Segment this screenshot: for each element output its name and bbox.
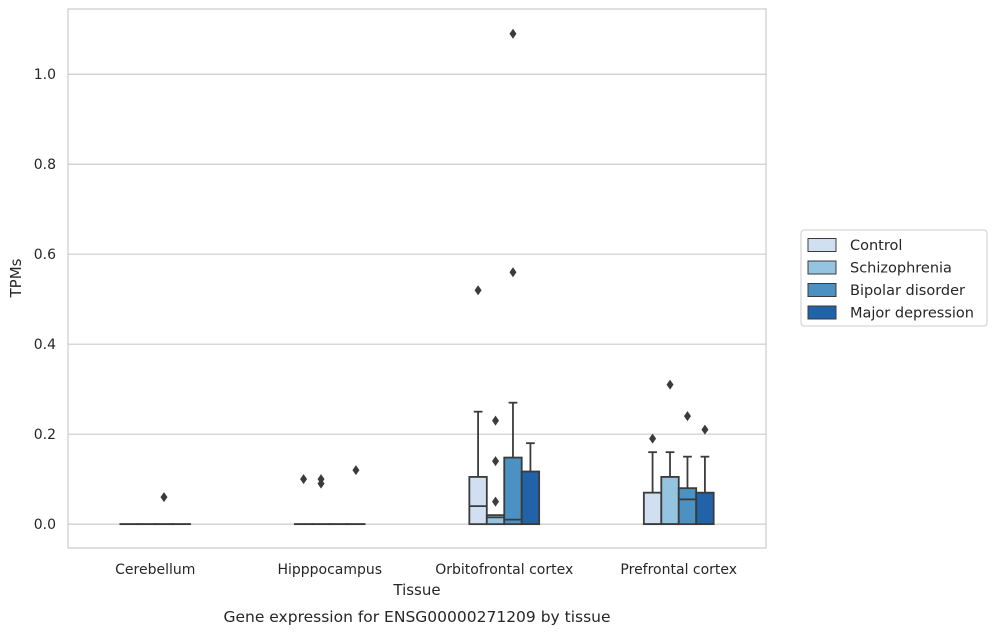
outlier-point — [666, 379, 674, 390]
box-control — [293, 474, 314, 526]
box-body — [520, 470, 541, 526]
legend-label: Major depression — [850, 306, 974, 322]
outlier-point — [492, 415, 500, 426]
box-control — [468, 285, 488, 526]
y-tick-label: 0.2 — [34, 427, 56, 443]
outlier-point — [509, 267, 517, 278]
box-control — [642, 433, 663, 526]
outlier-point — [649, 433, 657, 444]
outlier-point — [317, 478, 325, 489]
box-body — [468, 476, 488, 526]
outlier-point — [474, 285, 482, 296]
box-bipolar-disorder — [677, 411, 698, 526]
outlier-point — [492, 496, 500, 507]
y-tick-label: 0.4 — [34, 337, 56, 353]
x-tick-label: Hipppocampus — [277, 562, 382, 578]
outlier-point — [300, 474, 308, 485]
box-body — [695, 491, 715, 526]
y-tick-label: 0.8 — [34, 157, 56, 173]
y-axis-ticks: 0.0 0.2 0.4 0.6 0.8 1.0 — [34, 67, 56, 533]
legend-items: Control Schizophrenia Bipolar disorder Majo… — [807, 238, 974, 322]
box-major-depression — [520, 442, 541, 526]
outlier-point — [509, 28, 517, 39]
legend: Control Schizophrenia Bipolar disorder Majo… — [800, 229, 988, 327]
box-schizophrenia — [311, 474, 331, 526]
box-major-depression — [695, 424, 715, 526]
box-bipolar-disorder — [503, 28, 523, 526]
legend-label: Bipolar disorder — [850, 283, 965, 299]
chart-caption: Gene expression for ENSG00000271209 by t… — [223, 608, 610, 626]
box-body — [660, 476, 680, 526]
y-tick-label: 1.0 — [34, 67, 56, 83]
legend-label: Schizophrenia — [850, 261, 952, 277]
outlier-point — [492, 456, 500, 467]
x-tick-label: Prefrontal cortex — [620, 562, 737, 578]
x-tick-label: Orbitofrontal cortex — [435, 562, 573, 578]
box-body — [677, 487, 698, 526]
outlier-point — [683, 411, 691, 422]
box-schizophrenia — [485, 415, 506, 526]
outlier-point — [160, 492, 168, 503]
legend-swatch — [807, 283, 837, 297]
x-axis-ticks: Cerebellum Hipppocampus Orbitofrontal cort… — [115, 562, 737, 578]
x-axis-label: Tissue — [392, 581, 440, 599]
box-body — [642, 491, 663, 526]
outlier-point — [352, 465, 360, 476]
box-bipolar-disorder — [154, 492, 174, 526]
plot-area-frame — [67, 8, 767, 549]
legend-swatch — [807, 238, 837, 252]
grid-lines — [68, 73, 766, 525]
x-tick-label: Cerebellum — [115, 562, 195, 578]
legend-swatch — [807, 305, 837, 320]
box-groups — [119, 28, 715, 526]
box-schizophrenia — [660, 379, 680, 526]
box-major-depression — [346, 465, 366, 526]
legend-label: Control — [850, 238, 902, 254]
y-axis-label: TPMs — [7, 258, 25, 298]
box-body — [503, 456, 523, 526]
y-tick-label: 0.0 — [34, 517, 56, 533]
outlier-point — [701, 424, 709, 435]
legend-frame — [800, 229, 988, 327]
legend-swatch — [807, 260, 837, 275]
y-tick-label: 0.6 — [34, 247, 56, 263]
